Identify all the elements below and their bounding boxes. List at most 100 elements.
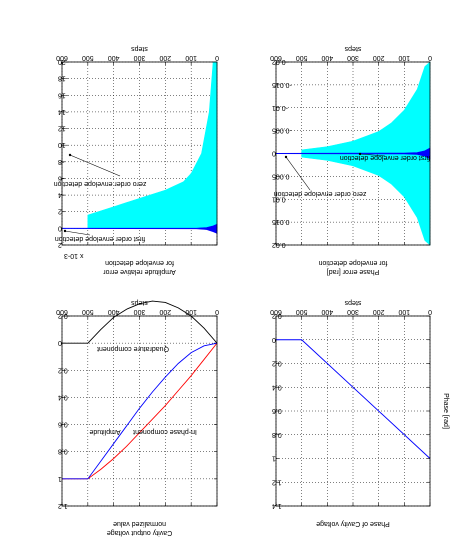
annotation-arrowhead (68, 153, 72, 157)
x-axis-label: steps (131, 299, 148, 306)
x-axis-label: steps (344, 45, 361, 52)
y-tick-label: -0.005 (272, 127, 292, 134)
x-axis-label: steps (131, 45, 148, 52)
series-line-2 (62, 300, 218, 344)
y-tick-label: 0 (272, 150, 276, 157)
y-exponent-label: x 10-3 (64, 252, 84, 259)
series-label-0: Amplitude (89, 428, 120, 435)
y-tick-label: 1.4 (272, 502, 282, 509)
x-tick-label: 100 (398, 54, 410, 61)
chart-tl: 0100200300400500600-20-18-16-14-12-10-8-… (54, 45, 219, 275)
plot-area (62, 316, 217, 506)
annotation-label: first order envelope detection (55, 235, 145, 242)
x-tick-label: 600 (270, 54, 282, 61)
series-line-1 (62, 342, 218, 480)
y-tick-label: -16 (58, 91, 68, 98)
y-tick-label: 1 (272, 455, 276, 462)
annotation-label: zero order envelope detection (54, 180, 147, 187)
y-tick-label: 0 (272, 336, 276, 343)
y-tick-label: 0.6 (58, 421, 68, 428)
y-tick-label: 0.2 (58, 366, 68, 373)
x-tick-label: 100 (398, 308, 410, 315)
y-tick-label: 0 (58, 339, 62, 346)
annotation-arrow (285, 156, 311, 191)
annotation-arrow (359, 153, 386, 157)
x-tick-label: 300 (134, 308, 146, 315)
y-tick-label: 0.005 (272, 172, 290, 179)
chart-bl: 0 100 200 300 400 500 600-0.2 0 0.2 0.4 0.6 0.8 1 1.2… (56, 299, 219, 536)
plot-frame (61, 315, 218, 507)
chart-subtitle: for envelope detection (105, 259, 174, 266)
y-tick-label: 0.4 (272, 383, 282, 390)
x-tick-label: 0 (428, 308, 432, 315)
x-tick-label: 300 (134, 54, 146, 61)
chart-tr: 0 100 200 300 400 500 600-0.02 -0.015 -0.01 -0.00… (270, 45, 432, 275)
x-tick-label: 500 (296, 54, 308, 61)
chart-title: Amplitude relative error (103, 268, 176, 275)
x-tick-label: 500 (296, 308, 308, 315)
x-tick-label: 200 (373, 308, 385, 315)
y-tick-label: -14 (58, 108, 68, 115)
chart-title: Cavity output voltage (107, 529, 172, 536)
y-tick-label: 0.2 (272, 360, 282, 367)
chart-br: 0 100 200 300 400 500 600-0.2 0 0.2 0.4 0.6 0.8 1 1.2… (270, 299, 449, 527)
x-tick-label: 0 (215, 54, 219, 61)
x-tick-label: 100 (185, 308, 197, 315)
series-label-2: Quadrature component (97, 345, 169, 352)
x-tick-label: 500 (82, 308, 94, 315)
plot-frame (275, 61, 431, 246)
plot-frame (61, 61, 218, 246)
y-tick-label: -0.015 (272, 81, 292, 88)
chart-title: Phase of Cavity voltage (316, 520, 390, 527)
series-line-0 (62, 342, 218, 480)
x-tick-label: 0 (428, 54, 432, 61)
y-tick-label: 0.4 (58, 393, 68, 400)
series-label-1: In-phase component (133, 428, 197, 435)
y-axis-label: Phase [rad] (442, 393, 449, 429)
y-tick-label: -20 (58, 58, 68, 65)
plot-frame (275, 315, 431, 507)
y-tick-label: 0.015 (272, 218, 290, 225)
y-tick-label: -0.02 (272, 58, 288, 65)
annotation-arrowhead (284, 155, 288, 159)
y-tick-label: 0.01 (272, 195, 286, 202)
y-tick-label: 0 (58, 224, 62, 231)
x-tick-label: 200 (159, 308, 171, 315)
y-tick-label: 0.6 (272, 407, 282, 414)
plot-area (276, 316, 430, 506)
x-tick-label: 400 (108, 54, 120, 61)
y-tick-label: -0.2 (58, 312, 70, 319)
y-tick-label: -4 (58, 191, 64, 198)
y-tick-label: -12 (58, 125, 68, 132)
annotation-arrowhead (63, 229, 67, 233)
x-tick-label: 400 (108, 308, 120, 315)
annotation-label: zero order envelope detection (274, 190, 367, 197)
x-tick-label: 200 (159, 54, 171, 61)
x-tick-label: 400 (321, 308, 333, 315)
y-tick-label: 1 (58, 475, 62, 482)
x-tick-label: 500 (82, 54, 94, 61)
x-tick-label: 600 (56, 54, 68, 61)
x-tick-label: 300 (347, 54, 359, 61)
x-axis-label: steps (344, 299, 361, 306)
chart-title: Phase error [rad] (327, 268, 380, 275)
y-tick-label: -10 (58, 141, 68, 148)
y-tick-label: -0.01 (272, 104, 288, 111)
chart-subtitle: for envelope detection (318, 259, 387, 266)
x-tick-label: 200 (373, 54, 385, 61)
y-tick-label: 0.8 (58, 448, 68, 455)
chart-subtitle: normalized value (113, 520, 166, 527)
annotation-label: first order envelope detection (340, 154, 430, 161)
y-tick-label: 0.8 (272, 431, 282, 438)
x-tick-label: 300 (347, 308, 359, 315)
x-tick-label: 600 (270, 308, 282, 315)
y-tick-label: -6 (58, 174, 64, 181)
y-tick-label: 1.2 (272, 478, 282, 485)
y-tick-label: -8 (58, 158, 64, 165)
x-tick-label: 0 (215, 308, 219, 315)
y-tick-label: 2 (58, 241, 62, 248)
y-tick-label: 1.2 (58, 502, 68, 509)
y-tick-label: 0.02 (272, 241, 286, 248)
y-tick-label: -0.2 (272, 312, 284, 319)
